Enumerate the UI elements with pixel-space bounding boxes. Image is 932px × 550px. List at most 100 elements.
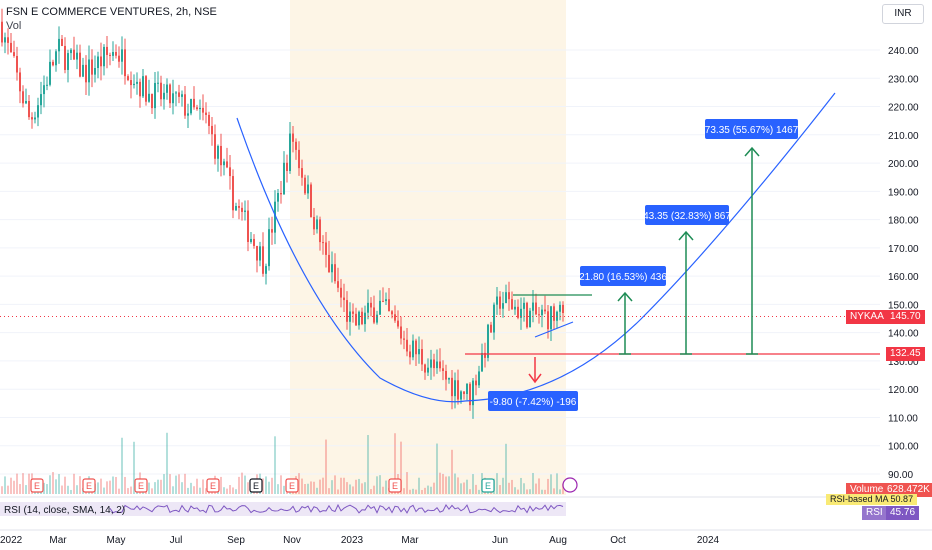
rsi-pane [0,496,880,516]
candle-body [262,246,264,274]
volume-bar [274,436,276,494]
candle-body [148,93,150,102]
candle-body [385,299,387,302]
volume-bar [442,473,444,494]
candle-body [112,51,114,56]
measure-label-box [705,119,798,139]
candle-body [151,93,153,109]
drawings[interactable]: 21.80 (16.53%) 436 43.35 (32.83%) 867 73.3… [0,92,880,411]
volume-bar [238,476,240,494]
price-tick-label: 150.00 [888,300,919,311]
candle-body [562,304,564,313]
candle-body [61,38,63,46]
price-tick-label: 230.00 [888,74,919,85]
volume-bar [163,474,165,494]
candle-body [241,207,243,212]
candle-body [436,361,438,369]
volume-bar [310,481,312,494]
candle-body [31,117,33,120]
volume-bar [406,472,408,494]
candle-body [49,61,51,85]
volume-bar [10,477,12,494]
volume-bar [514,487,516,494]
candle-body [544,309,546,312]
volume-bar [466,479,468,494]
level-price-value: 132.45 [890,348,921,359]
candle-body [76,52,78,60]
candle-body [505,292,507,304]
time-tick-label: Mar [401,535,419,546]
candle-body [34,117,36,120]
volume-bar [304,483,306,494]
candle-body [496,296,498,305]
price-axis[interactable]: 240.00 230.00 220.00 210.00 200.00 190.00 180.… [880,0,932,550]
volume-bar [124,476,126,494]
candle-body [70,49,72,54]
volume-bar [61,485,63,494]
volume-bar [229,485,231,494]
candle-body [238,206,240,208]
volume-bar [316,487,318,494]
time-tick-label: 2024 [697,535,720,546]
earnings-marker [249,478,263,493]
candle-body [199,107,201,110]
candle-body [244,210,246,212]
candle-body [109,54,111,56]
candle-body [166,84,168,93]
rounding-bottom-curve [236,92,836,403]
currency-button[interactable]: INR [882,4,924,24]
candle-body [316,219,318,230]
volume-bar [400,441,402,494]
price-tick-label: 140.00 [888,329,919,340]
volume-bar [556,473,558,494]
time-axis[interactable]: 2022 Mar May Jul Sep Nov 2023 Mar Jun Aug Oct 2024 [0,529,932,546]
candle-body [7,37,9,43]
candle-body [250,238,252,242]
volume-bar [376,476,378,494]
volume-bar [331,480,333,494]
price-tick-label: 220.00 [888,103,919,114]
candle-body [235,206,237,211]
volume-bar [559,489,561,494]
candle-body [283,162,285,195]
candle-body [481,352,483,372]
grid [0,49,880,475]
volume-bar [241,472,243,494]
symbol-price-tag: 145.70 [886,310,925,324]
candle-body [94,68,96,75]
volume-bar [535,483,537,494]
candle-body [406,339,408,352]
volume-bar [22,473,24,494]
earnings-marker [30,478,44,493]
candle-body [205,112,207,115]
volume-bar [151,488,153,494]
volume-bar [184,473,186,494]
rsi-ma-tag: RSI-based MA 50.87 [826,494,918,505]
volume-bar [460,483,462,494]
candle-body [220,145,222,166]
volume-bar [199,487,201,494]
earnings-marker-letter: E [392,481,398,491]
candle-body [415,340,417,355]
rsi-tag-label: RSI [866,507,883,518]
volume-bar [118,488,120,494]
volume-bar [244,475,246,494]
volume-bar [541,489,543,494]
volume-bar [367,435,369,494]
candle-body [181,94,183,97]
rsi-ma-tag-value: 50.87 [890,494,914,504]
candle-body [535,302,537,315]
earnings-marker-letter: E [253,481,259,491]
volume-bar [55,479,57,494]
candle-body [295,141,297,150]
candle-body [265,266,267,274]
price-axis-bg [880,0,932,550]
candle-body [376,314,378,323]
candle-body [163,92,165,100]
candle-body [397,320,399,327]
volume-bar [46,484,48,494]
candle-body [289,133,291,171]
time-tick-label: Mar [49,535,67,546]
